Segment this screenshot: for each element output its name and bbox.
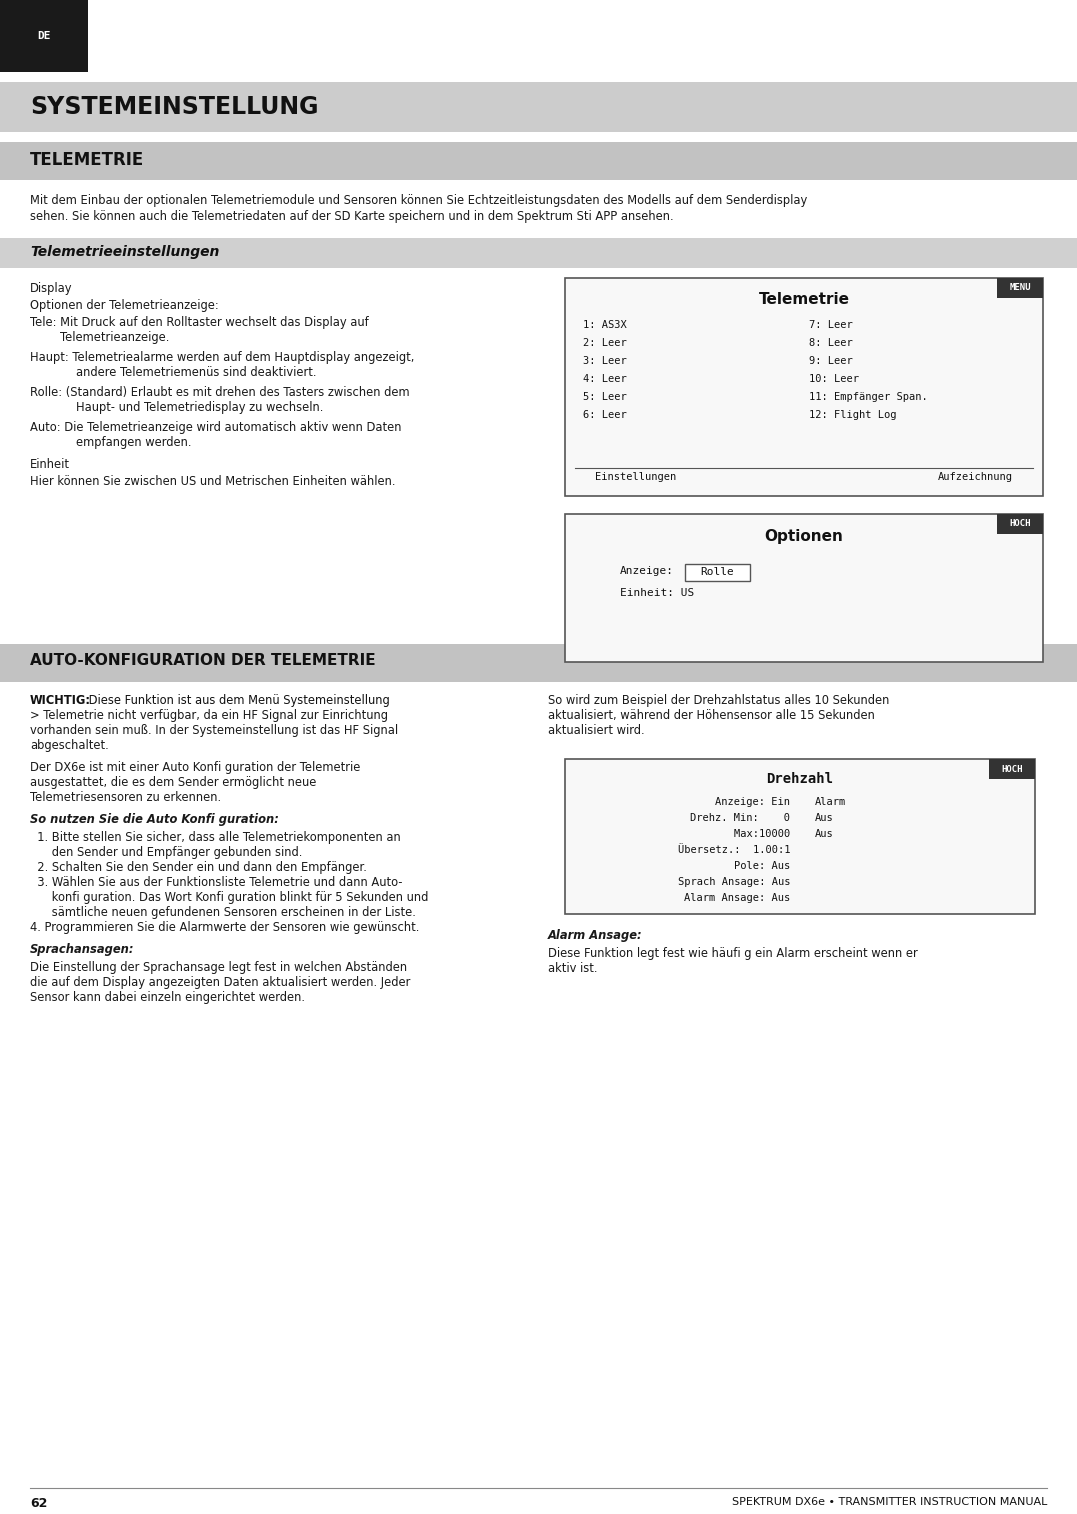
Bar [997, 279, 1043, 298]
Text: 5: Leer: 5: Leer [583, 392, 627, 403]
Text: empfangen werden.: empfangen werden. [76, 436, 192, 450]
Text: Aufzeichnung: Aufzeichnung [938, 472, 1013, 481]
Text: So wird zum Beispiel der Drehzahlstatus alles 10 Sekunden: So wird zum Beispiel der Drehzahlstatus … [548, 693, 890, 707]
Text: > Telemetrie nicht verfügbar, da ein HF Signal zur Einrichtung: > Telemetrie nicht verfügbar, da ein HF … [30, 709, 388, 722]
Text: 11: Empfänger Span.: 11: Empfänger Span. [809, 392, 927, 403]
Text: vorhanden sein muß. In der Systemeinstellung ist das HF Signal: vorhanden sein muß. In der Systemeinstel… [30, 724, 398, 737]
Text: Sprach Ansage: Aus: Sprach Ansage: Aus [677, 877, 791, 887]
Text: andere Telemetriemenüs sind deaktiviert.: andere Telemetriemenüs sind deaktiviert. [76, 366, 317, 378]
Text: 3: Leer: 3: Leer [583, 356, 627, 366]
Text: Telemetrie: Telemetrie [758, 292, 850, 307]
Text: WICHTIG:: WICHTIG: [30, 693, 90, 707]
Text: Alarm: Alarm [815, 796, 847, 807]
Text: Rolle: Rolle [700, 568, 733, 577]
Text: SYSTEMEINSTELLUNG: SYSTEMEINSTELLUNG [30, 95, 319, 120]
Text: die auf dem Display angezeigten Daten aktualisiert werden. Jeder: die auf dem Display angezeigten Daten ak… [30, 977, 410, 989]
Text: 2. Schalten Sie den Sender ein und dann den Empfänger.: 2. Schalten Sie den Sender ein und dann … [30, 861, 367, 874]
Text: AUTO-KONFIGURATION DER TELEMETRIE: AUTO-KONFIGURATION DER TELEMETRIE [30, 653, 376, 668]
Text: 12: Flight Log: 12: Flight Log [809, 410, 896, 419]
Text: 9: Leer: 9: Leer [809, 356, 853, 366]
Text: Display: Display [30, 282, 72, 295]
Text: 6: Leer: 6: Leer [583, 410, 627, 419]
Text: DE: DE [38, 30, 51, 41]
Bar [0, 643, 1077, 681]
Text: Anzeige:: Anzeige: [620, 566, 674, 575]
Text: 3. Wählen Sie aus der Funktionsliste Telemetrie und dann Auto-: 3. Wählen Sie aus der Funktionsliste Tel… [30, 877, 403, 889]
Text: Telemetriesensoren zu erkennen.: Telemetriesensoren zu erkennen. [30, 790, 221, 804]
Bar [989, 759, 1035, 780]
Text: Diese Funktion legt fest wie häufi g ein Alarm erscheint wenn er: Diese Funktion legt fest wie häufi g ein… [548, 946, 918, 960]
Bar [0, 82, 1077, 132]
Text: Optionen: Optionen [765, 528, 843, 544]
Text: Drehz. Min:    0: Drehz. Min: 0 [690, 813, 791, 824]
Bar [0, 0, 88, 73]
Text: konfi guration. Das Wort Konfi guration blinkt für 5 Sekunden und: konfi guration. Das Wort Konfi guration … [30, 892, 429, 904]
Text: 4: Leer: 4: Leer [583, 374, 627, 385]
Text: sehen. Sie können auch die Telemetriedaten auf der SD Karte speichern und in dem: sehen. Sie können auch die Telemetriedat… [30, 210, 673, 223]
Text: Einheit: US: Einheit: US [620, 587, 695, 598]
Text: TELEMETRIE: TELEMETRIE [30, 151, 144, 170]
Text: So nutzen Sie die Auto Konfi guration:: So nutzen Sie die Auto Konfi guration: [30, 813, 279, 827]
Text: Telemetrieeinstellungen: Telemetrieeinstellungen [30, 245, 220, 259]
Text: Der DX6e ist mit einer Auto Konfi guration der Telemetrie: Der DX6e ist mit einer Auto Konfi gurati… [30, 762, 361, 774]
Text: 1. Bitte stellen Sie sicher, dass alle Telemetriekomponenten an: 1. Bitte stellen Sie sicher, dass alle T… [30, 831, 401, 843]
Bar [565, 279, 1043, 497]
Text: HOCH: HOCH [1009, 519, 1031, 528]
Text: Mit dem Einbau der optionalen Telemetriemodule und Sensoren können Sie Echtzeitl: Mit dem Einbau der optionalen Telemetrie… [30, 194, 808, 207]
Text: Pole: Aus: Pole: Aus [733, 861, 791, 871]
Text: Drehzahl: Drehzahl [767, 772, 834, 786]
Text: MENU: MENU [1009, 283, 1031, 292]
Bar [565, 759, 1035, 914]
Bar [997, 513, 1043, 534]
Text: Sprachansagen:: Sprachansagen: [30, 943, 135, 955]
Text: Haupt- und Telemetriedisplay zu wechseln.: Haupt- und Telemetriedisplay zu wechseln… [76, 401, 323, 413]
Text: Anzeige: Ein: Anzeige: Ein [715, 796, 791, 807]
Text: Haupt: Telemetriealarme werden auf dem Hauptdisplay angezeigt,: Haupt: Telemetriealarme werden auf dem H… [30, 351, 415, 363]
Text: Auto: Die Telemetrieanzeige wird automatisch aktiv wenn Daten: Auto: Die Telemetrieanzeige wird automat… [30, 421, 402, 435]
Text: Hier können Sie zwischen US und Metrischen Einheiten wählen.: Hier können Sie zwischen US und Metrisch… [30, 475, 395, 488]
Text: Tele: Mit Druck auf den Rolltaster wechselt das Display auf: Tele: Mit Druck auf den Rolltaster wechs… [30, 316, 368, 329]
Text: HOCH: HOCH [1002, 765, 1023, 774]
Text: 8: Leer: 8: Leer [809, 338, 853, 348]
Text: den Sender und Empfänger gebunden sind.: den Sender und Empfänger gebunden sind. [30, 846, 303, 858]
Text: Alarm Ansage:: Alarm Ansage: [548, 930, 643, 942]
Text: Einheit: Einheit [30, 459, 70, 471]
Text: Diese Funktion ist aus dem Menü Systemeinstellung: Diese Funktion ist aus dem Menü Systemei… [85, 693, 390, 707]
Text: aktiv ist.: aktiv ist. [548, 961, 598, 975]
Text: Max:10000: Max:10000 [709, 830, 791, 839]
Text: Telemetrieanzeige.: Telemetrieanzeige. [60, 332, 169, 344]
Text: Aus: Aus [815, 830, 834, 839]
Text: 1: AS3X: 1: AS3X [583, 319, 627, 330]
Bar [0, 238, 1077, 268]
Text: Einstellungen: Einstellungen [595, 472, 676, 481]
Text: 7: Leer: 7: Leer [809, 319, 853, 330]
Bar [565, 513, 1043, 662]
Text: Alarm Ansage: Aus: Alarm Ansage: Aus [684, 893, 791, 902]
Text: Optionen der Telemetrieanzeige:: Optionen der Telemetrieanzeige: [30, 298, 219, 312]
Bar [685, 565, 750, 581]
Text: 2: Leer: 2: Leer [583, 338, 627, 348]
Text: ausgestattet, die es dem Sender ermöglicht neue: ausgestattet, die es dem Sender ermöglic… [30, 777, 317, 789]
Text: Rolle: (Standard) Erlaubt es mit drehen des Tasters zwischen dem: Rolle: (Standard) Erlaubt es mit drehen … [30, 386, 409, 400]
Text: 62: 62 [30, 1497, 47, 1509]
Text: Die Einstellung der Sprachansage legt fest in welchen Abständen: Die Einstellung der Sprachansage legt fe… [30, 961, 407, 974]
Text: aktualisiert, während der Höhensensor alle 15 Sekunden: aktualisiert, während der Höhensensor al… [548, 709, 875, 722]
Text: abgeschaltet.: abgeschaltet. [30, 739, 109, 752]
Text: sämtliche neuen gefundenen Sensoren erscheinen in der Liste.: sämtliche neuen gefundenen Sensoren ersc… [30, 905, 416, 919]
Text: 4. Programmieren Sie die Alarmwerte der Sensoren wie gewünscht.: 4. Programmieren Sie die Alarmwerte der … [30, 921, 419, 934]
Text: Übersetz.:  1.00:1: Übersetz.: 1.00:1 [677, 845, 791, 855]
Text: aktualisiert wird.: aktualisiert wird. [548, 724, 645, 737]
Bar [0, 142, 1077, 180]
Text: Sensor kann dabei einzeln eingerichtet werden.: Sensor kann dabei einzeln eingerichtet w… [30, 992, 305, 1004]
Text: Aus: Aus [815, 813, 834, 824]
Text: SPEKTRUM DX6e • TRANSMITTER INSTRUCTION MANUAL: SPEKTRUM DX6e • TRANSMITTER INSTRUCTION … [731, 1497, 1047, 1506]
Text: 10: Leer: 10: Leer [809, 374, 859, 385]
